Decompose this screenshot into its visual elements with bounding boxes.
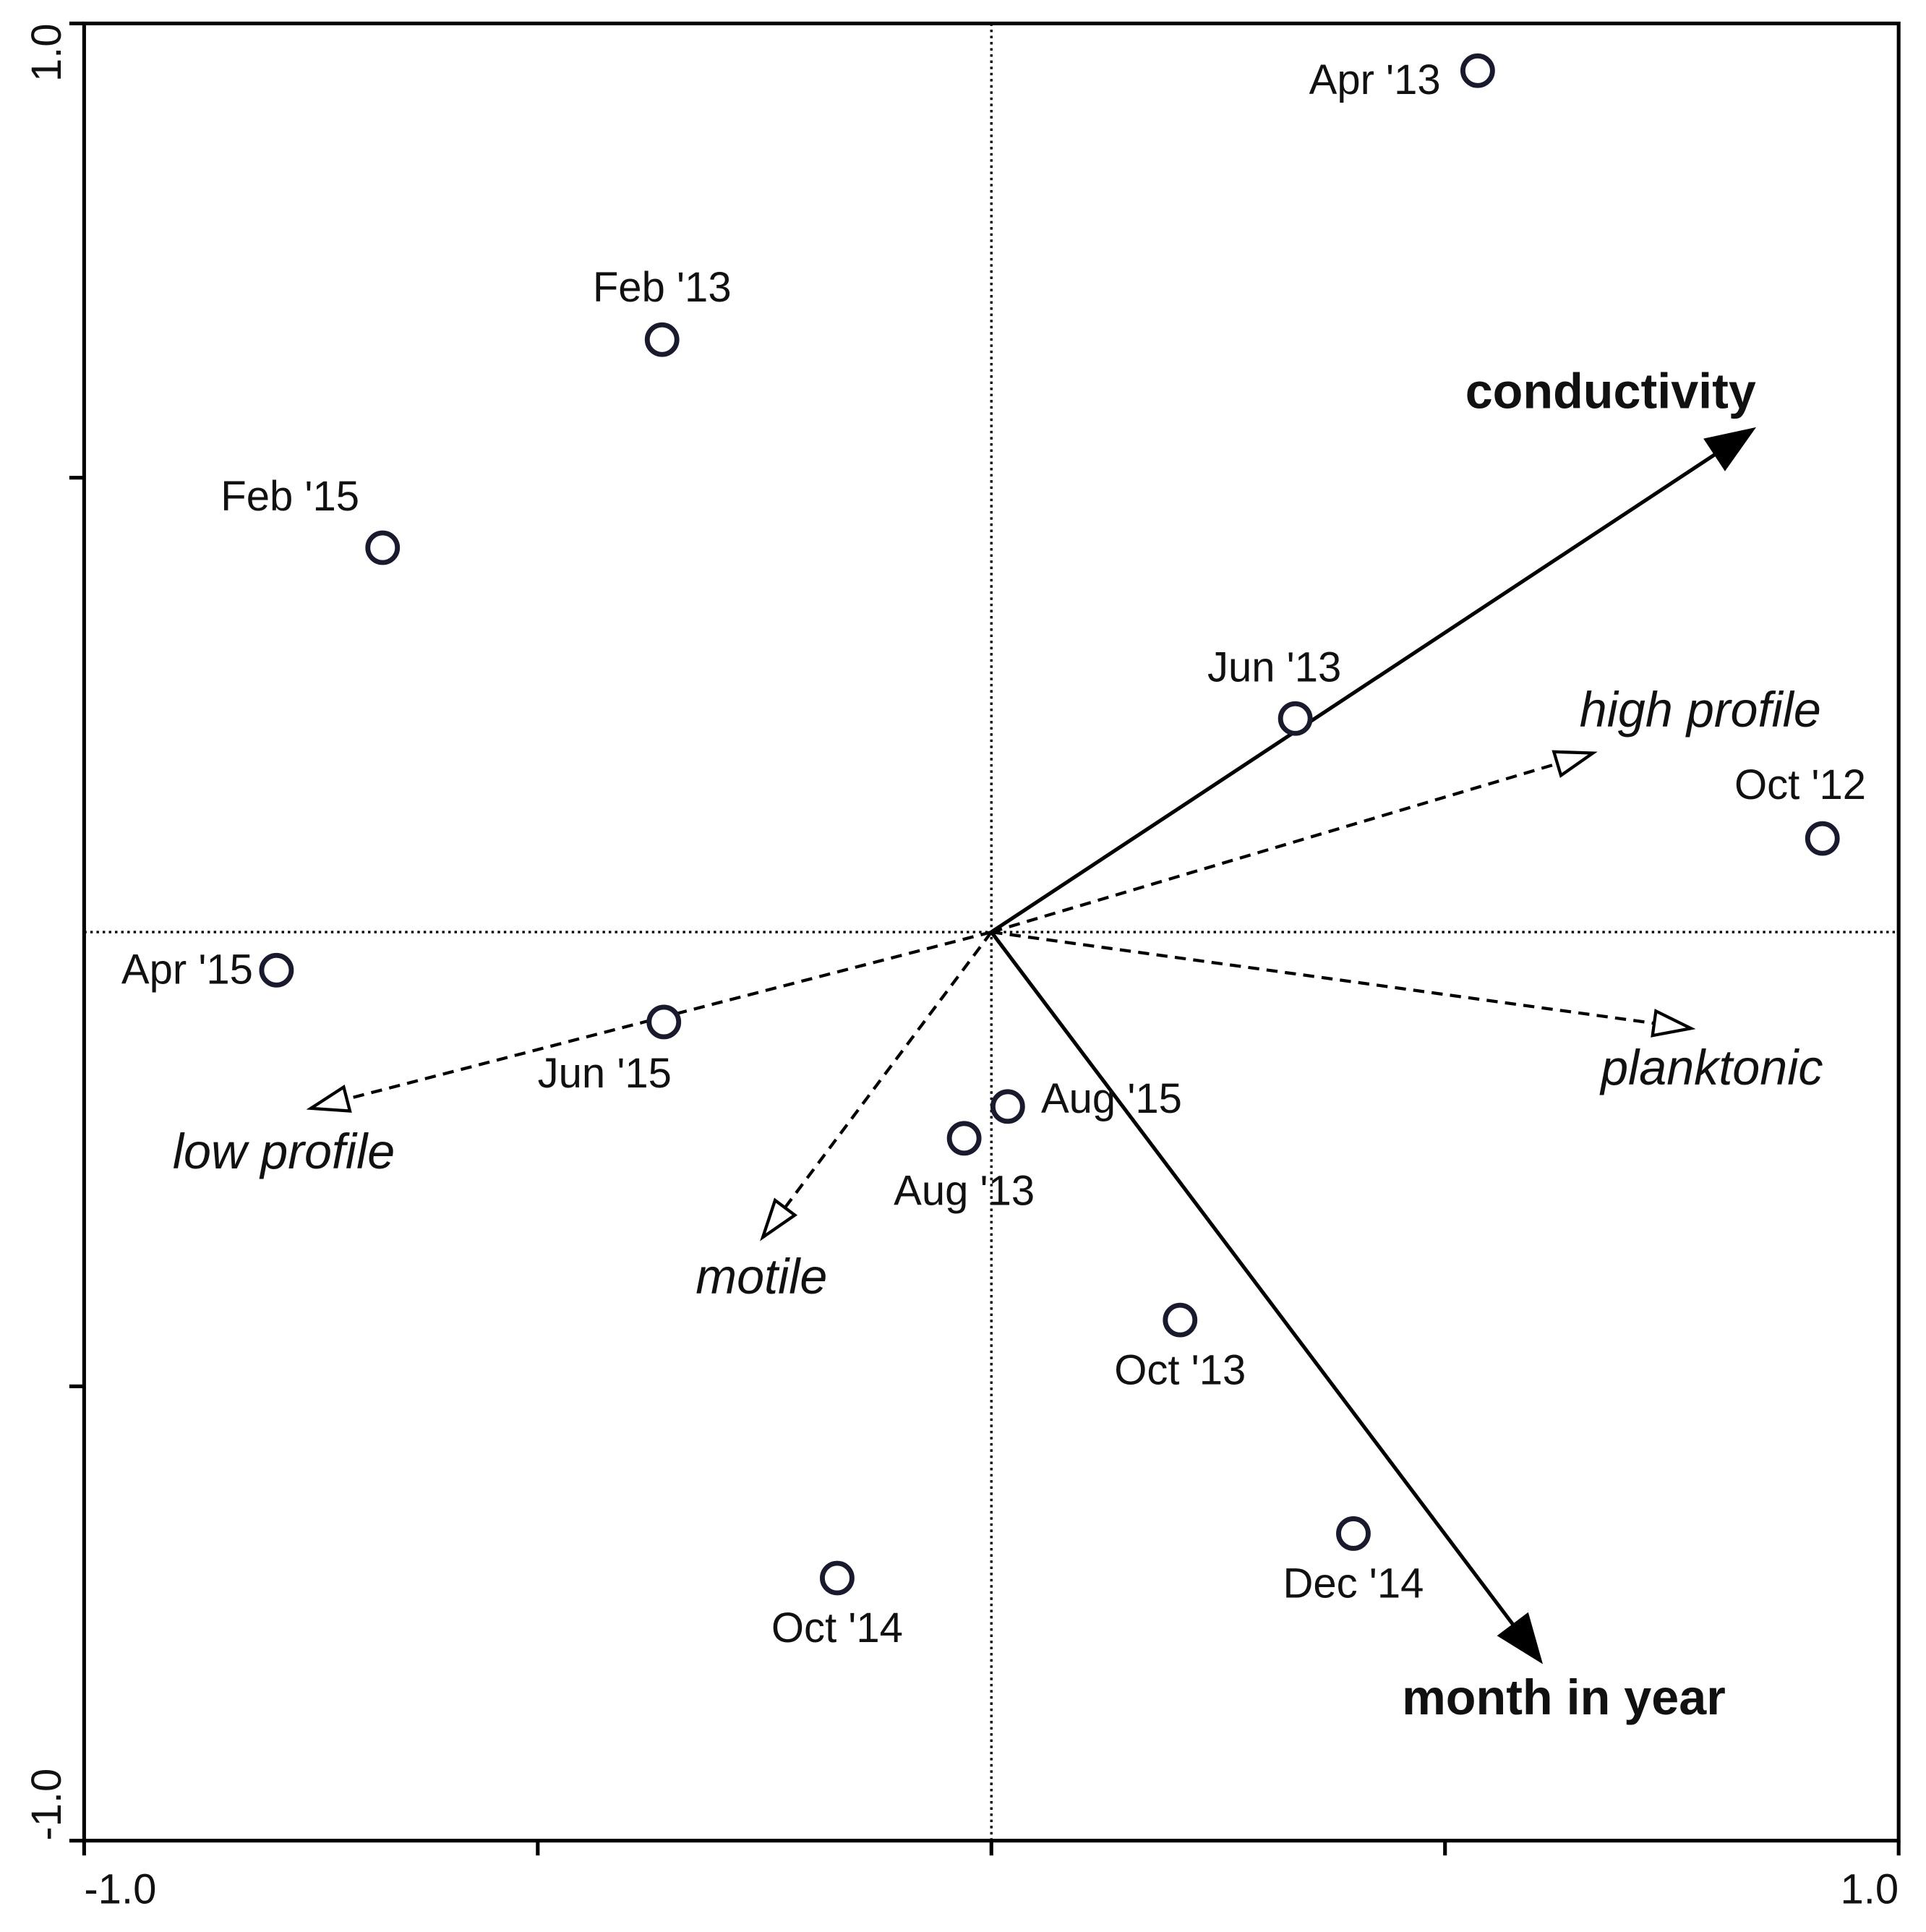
point: [1805, 821, 1840, 856]
arrow-label: high profile: [1580, 683, 1821, 738]
arrow-head: [1703, 427, 1757, 471]
point: [1460, 53, 1495, 88]
point-label: Aug '13: [894, 1167, 1035, 1214]
arrow-head: [759, 1197, 798, 1241]
point: [644, 322, 680, 357]
point: [990, 1089, 1025, 1124]
arrow-head: [1651, 1009, 1696, 1038]
arrow-shaft: [990, 930, 1655, 1025]
arrow-shaft: [990, 452, 1717, 934]
arrow-shaft: [990, 762, 1558, 934]
arrow-label: planktonic: [1599, 1040, 1823, 1095]
point: [646, 1004, 682, 1040]
point-label: Aug '15: [1041, 1075, 1182, 1122]
point-label: Oct '14: [771, 1604, 903, 1651]
point: [1277, 701, 1313, 736]
point: [365, 530, 401, 565]
point: [946, 1121, 982, 1156]
arrow-label: conductivity: [1465, 364, 1756, 419]
arrow-head: [1497, 1612, 1544, 1664]
point-label: Oct '13: [1114, 1346, 1246, 1393]
point-label: Oct '12: [1734, 761, 1866, 808]
arrow-shaft: [990, 931, 1515, 1627]
arrow-head: [306, 1085, 352, 1113]
arrow-label: month in year: [1402, 1670, 1726, 1725]
x-tick-label: -1.0: [84, 1866, 156, 1913]
point-label: Feb '15: [221, 473, 359, 520]
arrow-shaft: [784, 931, 993, 1209]
point: [259, 952, 294, 988]
y-tick-label: -1.0: [23, 1769, 70, 1841]
y-tick-label: 1.0: [23, 23, 70, 82]
point-label: Jun '15: [538, 1050, 672, 1097]
point-label: Apr '13: [1309, 56, 1441, 103]
arrow-label: motile: [696, 1249, 827, 1304]
point-label: Apr '15: [121, 946, 253, 993]
arrow-head: [1552, 750, 1598, 778]
point-label: Feb '13: [593, 264, 732, 311]
point: [820, 1560, 855, 1596]
point-label: Dec '14: [1283, 1560, 1424, 1607]
x-tick-label: 1.0: [1840, 1866, 1899, 1913]
point: [1163, 1302, 1198, 1338]
point-label: Jun '13: [1207, 644, 1341, 691]
arrow-label: low profile: [173, 1124, 395, 1179]
point: [1336, 1516, 1371, 1551]
